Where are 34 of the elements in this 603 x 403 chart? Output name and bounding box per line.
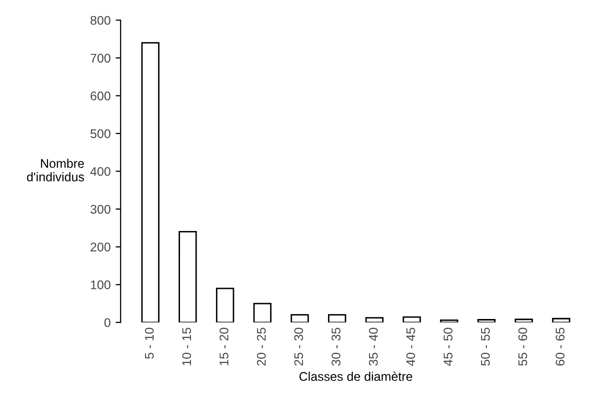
x-tick-label: 10 - 15	[182, 328, 192, 366]
x-tick-label: 35 - 40	[368, 328, 378, 366]
x-tick-label: 60 - 65	[556, 328, 565, 366]
bar	[141, 42, 160, 322]
bar	[290, 314, 309, 322]
x-axis-title: Classes de diamètre	[299, 372, 412, 381]
bar	[552, 318, 570, 322]
bar	[178, 231, 197, 322]
y-tick-label: 400	[90, 167, 110, 176]
bar	[477, 319, 496, 322]
y-tick-label: 100	[90, 280, 110, 290]
x-tick-label: 20 - 25	[256, 328, 266, 366]
y-tick-label: 0	[104, 318, 110, 328]
x-tick-label: 50 - 55	[480, 328, 490, 366]
y-tick-label: 300	[90, 204, 110, 214]
y-tick-label: 200	[90, 242, 110, 252]
x-tick-label: 30 - 35	[332, 328, 340, 366]
x-tick-label: 55 - 60	[518, 328, 528, 366]
x-tick-label: 40 - 45	[406, 328, 416, 366]
x-tick-label: 5 - 10	[144, 328, 154, 359]
y-tick-label: 600	[90, 92, 110, 100]
y-tick-label: 800	[90, 16, 110, 25]
y-tick-label: 500	[90, 129, 110, 138]
x-tick-label: 25 - 30	[294, 328, 304, 366]
bar	[365, 317, 384, 322]
y-axis-title: Nombre d'individus	[27, 158, 84, 182]
bar	[216, 288, 234, 322]
bar	[253, 302, 272, 322]
y-tick-label: 700	[90, 54, 110, 63]
x-tick-label: 45 - 50	[444, 328, 452, 366]
bar	[514, 318, 533, 322]
bar	[402, 316, 421, 322]
x-tick-label: 15 - 20	[220, 328, 228, 366]
bar	[328, 314, 346, 322]
